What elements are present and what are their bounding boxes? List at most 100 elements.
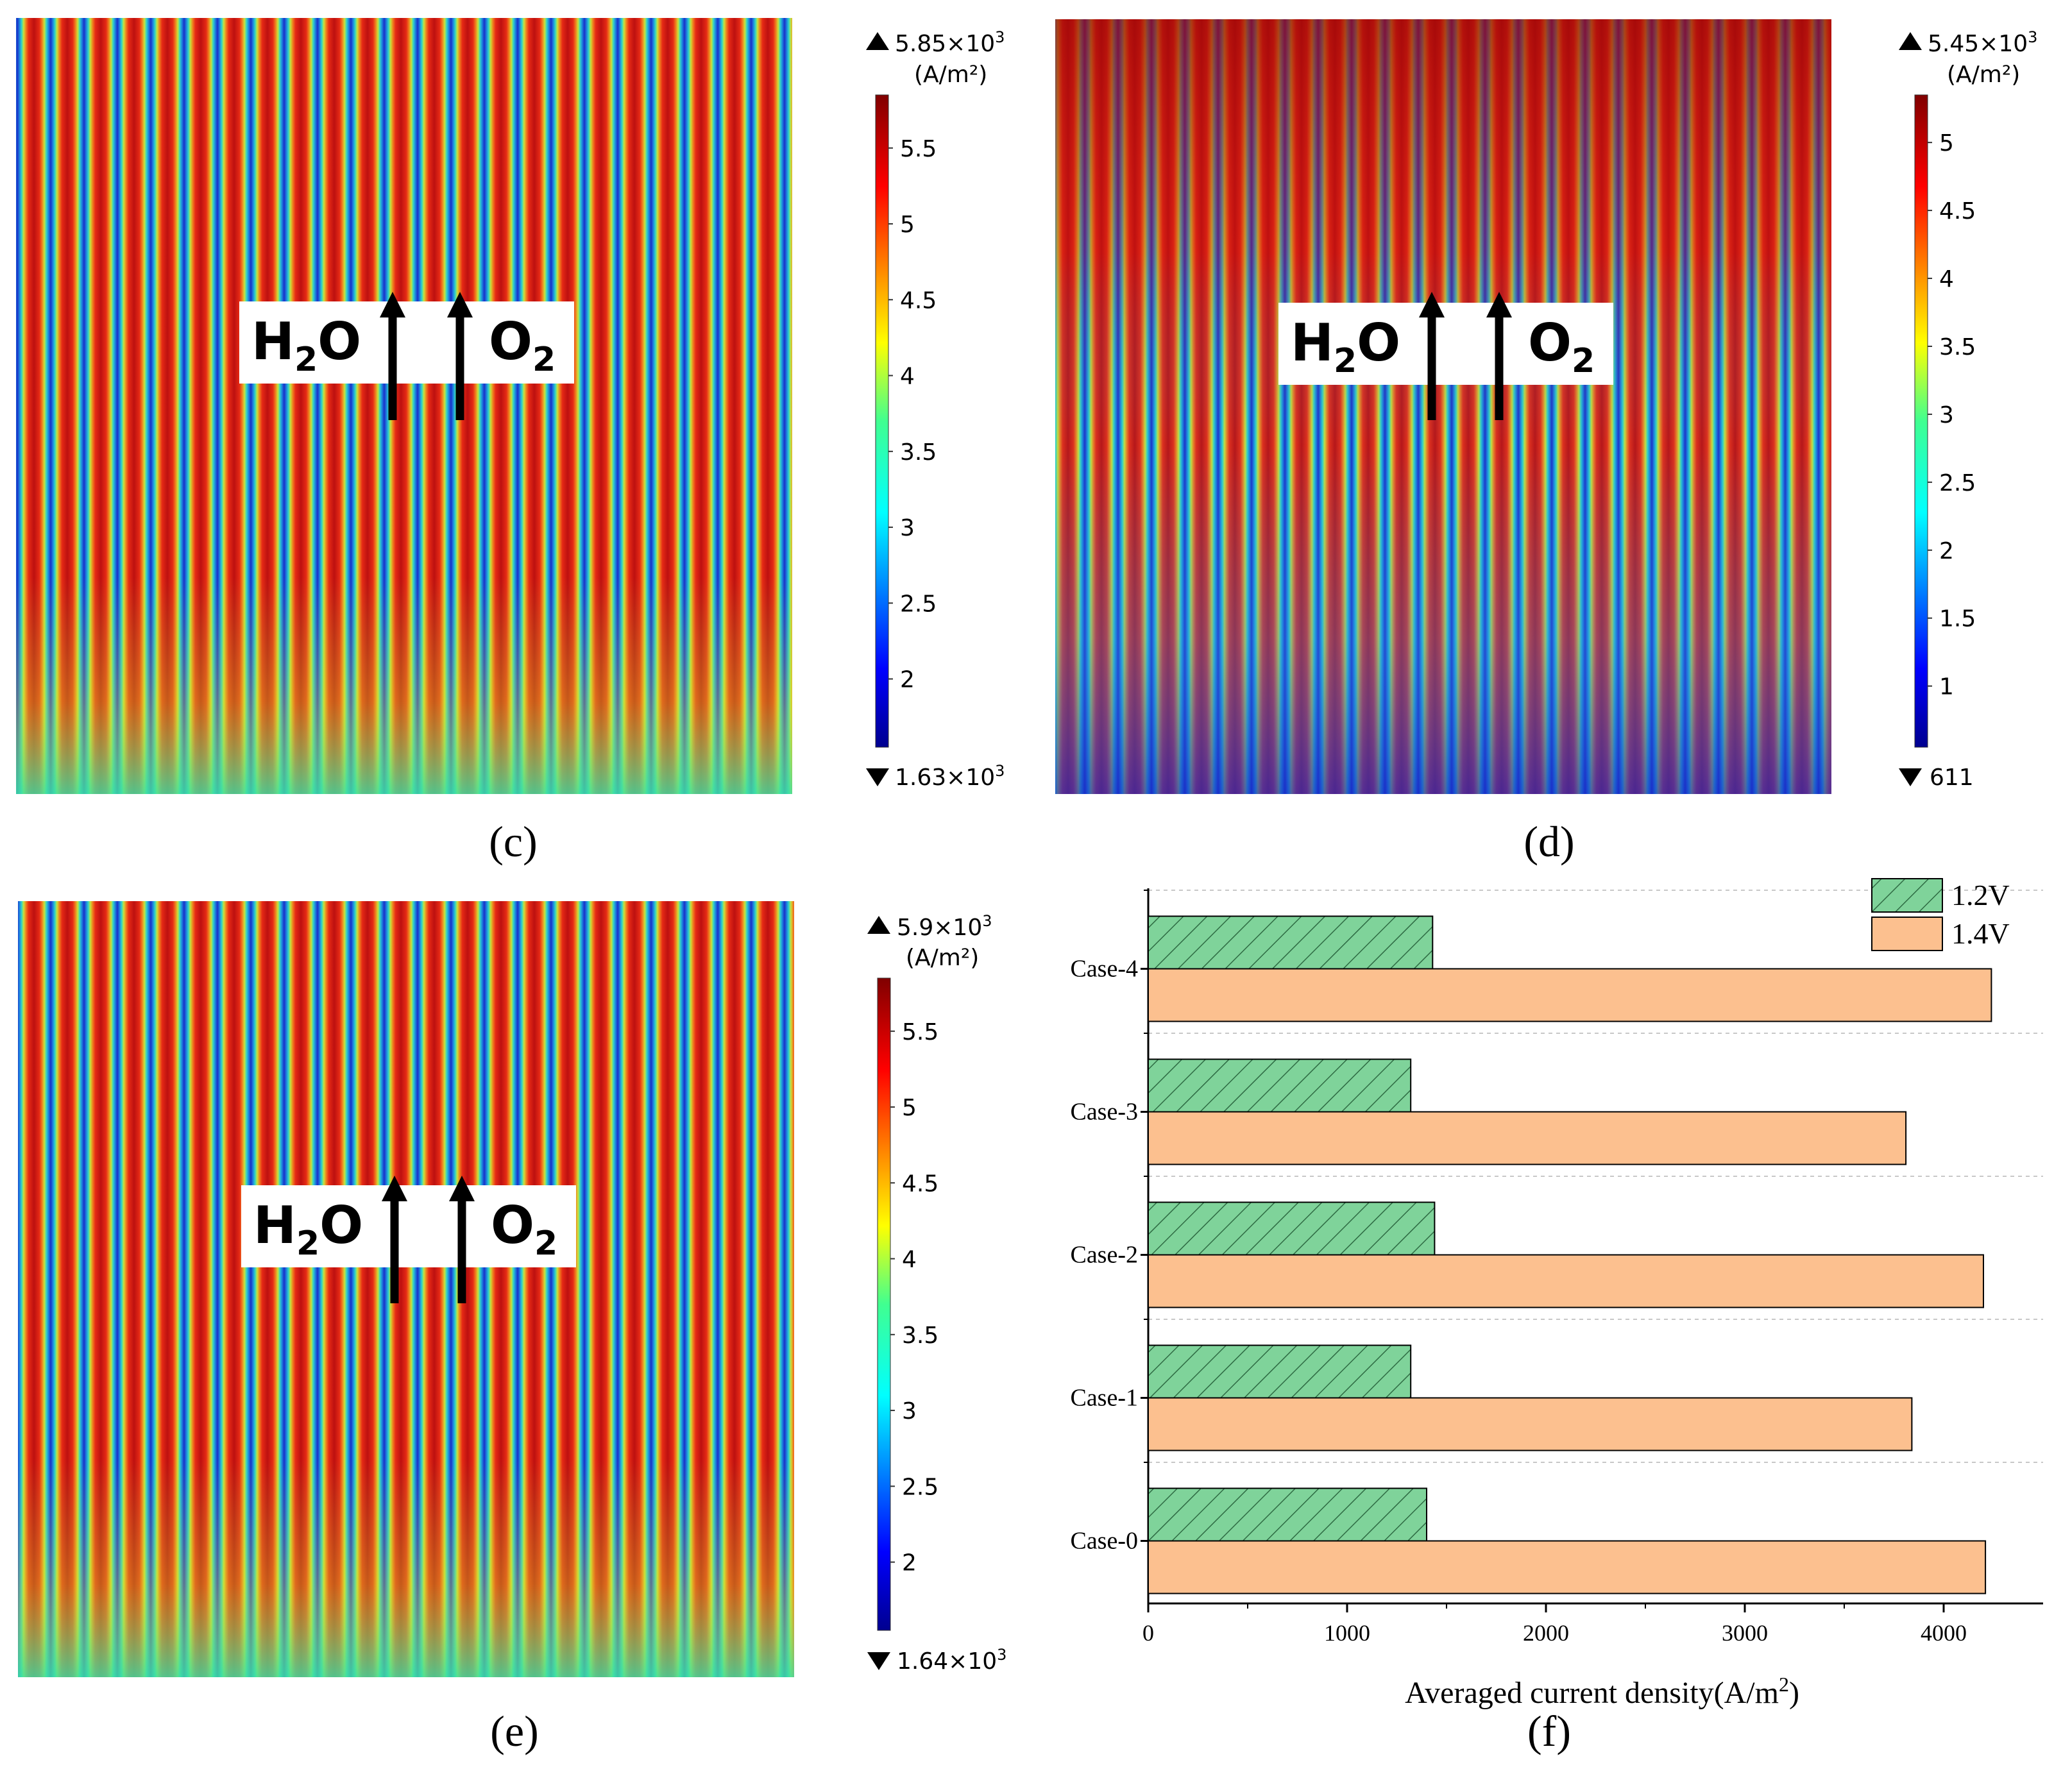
svg-text:H2O: H2O — [251, 312, 361, 379]
legend-label: 1.4V — [1951, 917, 2010, 950]
bar-1.2V-Case-2 — [1148, 1201, 1436, 1256]
svg-text:1.64×103: 1.64×103 — [897, 1646, 1006, 1675]
panel-label-f: (f) — [1527, 1707, 1571, 1755]
cbar-min-label: 1.64×10 — [897, 1648, 997, 1675]
cbar-max-exp: 3 — [995, 28, 1005, 46]
cbar-tick-label: 3.5 — [900, 439, 937, 466]
o2-sub: 2 — [1572, 342, 1595, 380]
cbar-min-exp: 3 — [995, 762, 1005, 780]
heatmap-c-fade — [16, 18, 792, 794]
cbar-bar — [877, 977, 891, 1631]
bar-1.4V-Case-1 — [1148, 1397, 1913, 1451]
cbar-tick-label: 4 — [900, 364, 915, 390]
arrow-head-icon — [382, 1176, 407, 1201]
h2o-sub: 2 — [296, 1224, 319, 1263]
panel-label-c: (c) — [489, 817, 537, 866]
cbar-tick-label: 2.5 — [1939, 470, 1976, 496]
cbar-tick-label: 3.5 — [1939, 334, 1976, 360]
svg-text:O2: O2 — [491, 1196, 557, 1263]
flow-label-e: H2O O2 — [241, 1176, 576, 1303]
min-triangle-icon — [866, 768, 889, 786]
bar-1.4V-Case-4 — [1148, 968, 1992, 1022]
max-triangle-icon — [866, 32, 889, 50]
cbar-unit: (A/m²) — [1947, 62, 2020, 88]
cbar-tick-label: 5 — [902, 1095, 917, 1121]
y-tick-label: Case-1 — [1070, 1385, 1138, 1412]
cbar-tick-label: 3.5 — [902, 1323, 938, 1349]
cbar-tick-label: 5 — [1939, 130, 1954, 156]
heatmap-d-fade — [1055, 19, 1831, 794]
cbar-tick-label: 3 — [902, 1398, 917, 1424]
cbar-min-label: 611 — [1930, 765, 1974, 791]
x-tick-label: 3000 — [1722, 1620, 1768, 1646]
x-tick-label: 2000 — [1523, 1620, 1569, 1646]
panel-f: Case-0 Case-1 Case-2 Case-3 Case-4 0 1000 2000 3… — [1070, 878, 2043, 1755]
cbar-max-exp: 3 — [2028, 28, 2037, 46]
cbar-tick-label: 5 — [900, 212, 915, 238]
svg-text:O2: O2 — [1528, 313, 1595, 380]
y-tick-label: Case-3 — [1070, 1099, 1138, 1126]
cbar-tick-label: 4.5 — [900, 287, 937, 314]
svg-text:H2O: H2O — [253, 1196, 363, 1263]
x-axis-label: Averaged current density(A/m2) — [1405, 1673, 1799, 1710]
y-tick-label: Case-2 — [1070, 1242, 1138, 1269]
x-tick-label: 4000 — [1921, 1620, 1967, 1646]
o2-sub: 2 — [534, 1224, 557, 1263]
cbar-bar — [1914, 94, 1928, 748]
panel-label-e: (e) — [490, 1707, 538, 1755]
cbar-tick-label: 2 — [1939, 538, 1954, 564]
arrow-head-icon — [447, 292, 473, 317]
min-triangle-icon — [867, 1652, 890, 1670]
cbar-ticks: 5.5 5 4.5 4 3.5 3 2.5 2 — [888, 136, 937, 693]
colorbar-e: 5.9×103 (A/m²) 5.554.543.532.52 1.64×103 — [867, 912, 1006, 1675]
bar-1.4V-Case-0 — [1148, 1540, 1987, 1594]
cbar-tick-label: 4.5 — [902, 1171, 938, 1197]
cbar-tick-label: 5.5 — [900, 136, 937, 162]
cbar-max-exp: 3 — [982, 912, 992, 930]
svg-text:5.45×103: 5.45×103 — [1928, 28, 2037, 57]
h2o-sub: 2 — [294, 341, 318, 379]
panel-c: H2O O2 5.85×103 (A/m²) 5.554.543.532.52 … — [16, 18, 1005, 866]
min-triangle-icon — [1899, 768, 1922, 786]
h2o-sub: 2 — [1334, 342, 1357, 380]
cbar-tick-label: 5.5 — [902, 1019, 938, 1045]
bar-1.2V-Case-0 — [1148, 1487, 1427, 1542]
svg-text:H2O: H2O — [1291, 313, 1400, 380]
cbar-tick-label: 2.5 — [902, 1474, 938, 1500]
max-triangle-icon — [867, 916, 890, 934]
arrow-head-icon — [1419, 292, 1445, 317]
arrow-head-icon — [380, 292, 405, 317]
x-axis-label-close: ) — [1789, 1676, 1799, 1710]
cbar-max-label: 5.45×10 — [1928, 31, 2028, 57]
legend-swatch — [1871, 917, 1943, 951]
o2-sub: 2 — [532, 341, 556, 379]
cbar-tick-label: 2 — [900, 667, 915, 693]
legend: 1.2V 1.4V — [1871, 878, 2010, 951]
cbar-tick-label: 3 — [1939, 402, 1954, 428]
cbar-min-label: 1.63×10 — [895, 765, 995, 791]
h2o-o: O — [1357, 313, 1400, 373]
cbar-tick-label: 4 — [902, 1247, 917, 1273]
svg-text:5.85×103: 5.85×103 — [895, 28, 1005, 57]
h2o-h: H — [1291, 313, 1334, 373]
panel-label-d: (d) — [1524, 817, 1574, 866]
arrow-head-icon — [1486, 292, 1512, 317]
o2-o: O — [491, 1196, 534, 1255]
legend-swatch — [1871, 878, 1943, 913]
cbar-tick-label: 4.5 — [1939, 198, 1976, 224]
flow-label-d: H2O O2 — [1278, 292, 1613, 420]
max-triangle-icon — [1899, 32, 1922, 50]
svg-text:1.63×103: 1.63×103 — [895, 762, 1005, 791]
svg-text:O2: O2 — [489, 312, 556, 379]
heatmap-e-fade — [18, 901, 794, 1677]
cbar-unit: (A/m²) — [906, 945, 979, 971]
cbar-ticks: 5 4.5 4 3.5 3 2.5 2 1.5 1 — [1928, 130, 1976, 700]
cbar-tick-label: 3 — [900, 515, 915, 541]
bar-chart: Case-0 Case-1 Case-2 Case-3 Case-4 0 1000 2000 3… — [1070, 878, 2043, 1710]
h2o-h: H — [251, 312, 294, 371]
cbar-bar — [875, 94, 889, 748]
h2o-o: O — [319, 1196, 363, 1255]
colorbar-d: 5.45×103 (A/m²) 54.543.532.521.51 611 — [1899, 28, 2037, 791]
colorbar-c: 5.85×103 (A/m²) 5.554.543.532.52 1.63×10… — [866, 28, 1005, 791]
